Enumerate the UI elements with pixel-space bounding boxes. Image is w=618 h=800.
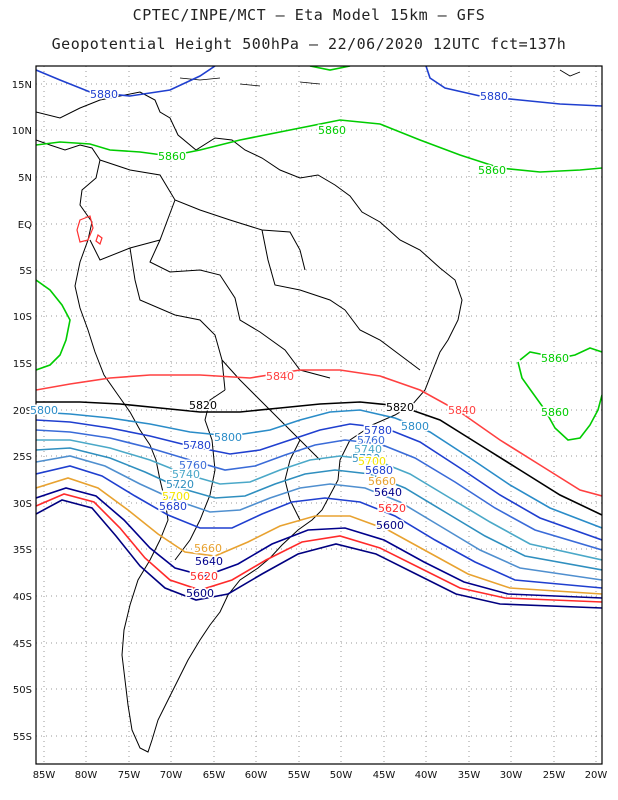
contour-5820: [36, 401, 602, 516]
contour-label-5880: 5880: [90, 88, 118, 101]
lon-label: 25W: [543, 770, 566, 781]
contour-5840: [36, 369, 602, 497]
lon-label: 45W: [373, 770, 396, 781]
contour-label-5600: 5600: [186, 587, 214, 600]
contour-5860-east: [517, 347, 602, 441]
contour-label-5840: 5840: [448, 404, 476, 417]
lat-label: 55S: [13, 732, 32, 743]
lat-label: 40S: [13, 592, 32, 603]
country-borders: [89, 159, 421, 561]
contour-5860-west: [36, 279, 71, 371]
contour-label-5600: 5600: [376, 519, 404, 532]
contour-5620: [36, 493, 602, 603]
contour-5720: [36, 447, 602, 571]
contour-5760: [36, 429, 602, 551]
contour-label-5860: 5860: [318, 124, 346, 137]
lat-label: 15S: [13, 359, 32, 370]
lon-label: 35W: [458, 770, 481, 781]
contour-label-5820: 5820: [189, 399, 217, 412]
contour-5800: [36, 409, 602, 529]
contour-label-5760: 5760: [179, 459, 207, 472]
lat-label: 45S: [13, 639, 32, 650]
map-frame: [35, 65, 603, 765]
map-title-line2: Geopotential Height 500hPa – 22/06/2020 …: [51, 35, 567, 53]
contour-label-5860: 5860: [541, 406, 569, 419]
contour-label-5640: 5640: [195, 555, 223, 568]
contour-label-5860: 5860: [541, 352, 569, 365]
contour-label-5800: 5800: [214, 431, 242, 444]
lon-label: 70W: [160, 770, 183, 781]
lat-label: 5N: [18, 173, 32, 184]
map-title-line1: CPTEC/INPE/MCT – Eta Model 15km – GFS: [132, 6, 486, 24]
contour-5660: [36, 477, 602, 595]
contour-label-5800: 5800: [30, 404, 58, 417]
contour-label-5700: 5700: [162, 490, 190, 503]
lat-label: 35S: [13, 545, 32, 556]
lon-label: 65W: [203, 770, 226, 781]
contour-label-5700: 5700: [358, 455, 386, 468]
lat-label: 10S: [13, 312, 32, 323]
galapagos-outline: [76, 215, 103, 245]
contour-5740: [36, 439, 602, 561]
contour-label-5740: 5740: [354, 443, 382, 456]
contour-5700: [36, 455, 602, 581]
contour-label-5800: 5800: [401, 420, 429, 433]
contour-label-5760: 5760: [357, 434, 385, 447]
contour-label-5660: 5660: [194, 542, 222, 555]
lon-label: 80W: [75, 770, 98, 781]
lon-label: 40W: [415, 770, 438, 781]
contour-label-5680: 5680: [365, 464, 393, 477]
continent-outline: [36, 91, 463, 753]
contour-label-5660: 5660: [368, 475, 396, 488]
lat-label: EQ: [18, 220, 32, 231]
contour-5860-north: [36, 66, 602, 173]
contour-5640: [36, 487, 602, 599]
contour-label-5640: 5640: [374, 486, 402, 499]
lat-label: 25S: [13, 452, 32, 463]
contour-5780: [36, 419, 602, 541]
lon-label: 75W: [118, 770, 141, 781]
contour-label-5620: 5620: [378, 502, 406, 515]
lat-label: 50S: [13, 685, 32, 696]
lon-label: 30W: [500, 770, 523, 781]
lat-label: 5S: [19, 266, 32, 277]
contour-5880-north: [36, 66, 602, 107]
contour-label-5720: 5720: [166, 478, 194, 491]
lon-label: 55W: [288, 770, 311, 781]
contour-label-5740: 5740: [172, 468, 200, 481]
lat-label: 10N: [12, 126, 32, 137]
lon-label: 60W: [245, 770, 268, 781]
lon-label: 85W: [33, 770, 56, 781]
caribbean-islands: [179, 69, 581, 87]
contour-label-5840: 5840: [266, 370, 294, 383]
contour-labels: 5880 5880 5860 5860 5860 5860 5860 5840 5840 5820…: [29, 87, 571, 602]
lat-label: 15N: [12, 80, 32, 91]
contour-label-5820: 5820: [386, 401, 414, 414]
longitude-labels: 85W 80W 75W 70W 65W 60W 55W 50W 45W 40W 35W 30W 25W 2…: [33, 770, 608, 781]
contour-label-5720: 5720: [352, 452, 380, 465]
contour-label-5860: 5860: [478, 164, 506, 177]
contour-5600: [36, 499, 602, 609]
lat-label: 30S: [13, 499, 32, 510]
latitude-labels: 15N 10N 5N EQ 5S 10S 15S 20S 25S 30S 35S 40S 45S 50S 5…: [12, 80, 32, 743]
lon-label: 50W: [330, 770, 353, 781]
contour-label-5860: 5860: [158, 150, 186, 163]
contour-label-5620: 5620: [190, 570, 218, 583]
contour-label-5780: 5780: [183, 439, 211, 452]
contour-label-5680: 5680: [159, 500, 187, 513]
lat-label: 20S: [13, 406, 32, 417]
contour-label-5880: 5880: [480, 90, 508, 103]
contour-label-5780: 5780: [364, 424, 392, 437]
lon-label: 20W: [585, 770, 608, 781]
contour-5680: [36, 465, 602, 589]
